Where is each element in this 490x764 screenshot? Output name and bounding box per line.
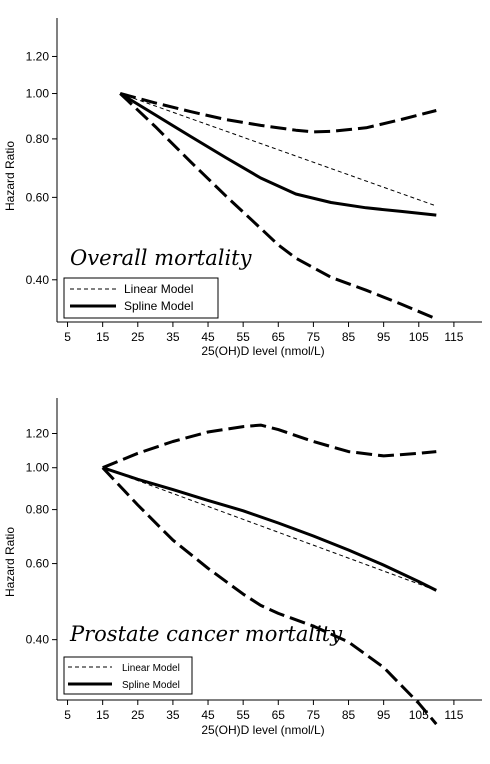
series-spline-model — [119, 92, 437, 217]
legend-box — [63, 277, 219, 319]
panel-prostate-cancer-mortality: 5 15 25 35 45 55 65 75 85 95 105 1150.400.600.801.0… — [3, 398, 482, 737]
panel-overall-mortality: 5 15 25 35 45 55 65 75 85 95 105 115 0.40 0.60 0.80 1.0… — [3, 18, 482, 358]
x-tick-label: 115 — [444, 708, 463, 722]
chart-annotation: Overall mortality — [70, 246, 253, 270]
x-tick-label: 35 — [166, 708, 180, 722]
x-tick-label: 115 — [444, 330, 463, 344]
y-tick-label: 0.60 — [26, 557, 50, 571]
x-tick-label: 65 — [272, 708, 286, 722]
series-linear-model — [120, 93, 437, 207]
y-tick-label: 1.00 — [26, 87, 50, 101]
y-tick-label: 0.80 — [26, 503, 50, 517]
x-tick-label: 25 — [131, 330, 145, 344]
series-upper-confidence-bound — [102, 423, 437, 470]
legend-label-linear: Linear Model — [122, 663, 180, 674]
x-tick-label: 55 — [236, 330, 250, 344]
x-tick-label: 25 — [131, 708, 145, 722]
x-tick-label: 85 — [342, 330, 356, 344]
y-axis-label: Hazard Ratio — [3, 527, 17, 597]
y-tick-label: 0.40 — [26, 633, 50, 647]
y-tick-label: 0.80 — [26, 132, 50, 146]
series-spline-model — [102, 466, 437, 592]
x-tick-label: 45 — [201, 330, 215, 344]
x-tick-label: 5 — [64, 708, 71, 722]
x-tick-label: 55 — [236, 708, 250, 722]
x-tick-label: 85 — [342, 708, 356, 722]
x-tick-label: 45 — [201, 708, 215, 722]
y-tick-label: 0.60 — [26, 190, 50, 204]
x-tick-label: 105 — [409, 330, 429, 344]
legend-label-spline: Spline Model — [124, 299, 193, 313]
x-tick-label: 65 — [272, 330, 286, 344]
legend-box — [63, 656, 193, 695]
x-tick-label: 95 — [377, 708, 391, 722]
legend-label-linear: Linear Model — [124, 282, 193, 296]
y-tick-label: 1.20 — [26, 427, 50, 441]
y-tick-label: 0.40 — [26, 273, 50, 287]
y-tick-label: 1.00 — [26, 461, 50, 475]
x-axis-label: 25(OH)D level (nmol/L) — [201, 723, 324, 737]
series-lower-confidence-bound — [119, 92, 437, 321]
chart-annotation: Prostate cancer mortality — [69, 622, 343, 646]
x-tick-label: 35 — [166, 330, 180, 344]
series-lower-confidence-bound — [101, 466, 438, 726]
series-upper-confidence-bound — [119, 92, 437, 134]
x-tick-label: 15 — [96, 330, 110, 344]
y-axis-label: Hazard Ratio — [3, 141, 17, 211]
legend-label-spline: Spline Model — [122, 680, 180, 691]
x-tick-label: 95 — [377, 330, 391, 344]
x-axis-label: 25(OH)D level (nmol/L) — [201, 344, 324, 358]
x-tick-label: 75 — [307, 330, 321, 344]
x-tick-label: 75 — [307, 708, 321, 722]
x-tick-label: 5 — [64, 330, 71, 344]
series-linear-model — [102, 467, 437, 591]
y-tick-label: 1.20 — [26, 49, 50, 63]
x-tick-label: 15 — [96, 708, 110, 722]
